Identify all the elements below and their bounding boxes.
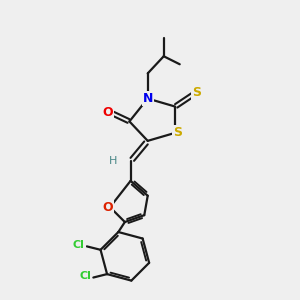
Text: S: S — [192, 86, 201, 99]
Text: S: S — [173, 126, 182, 140]
Text: N: N — [142, 92, 153, 105]
Text: Cl: Cl — [80, 272, 91, 281]
Text: O: O — [102, 106, 113, 119]
Text: H: H — [109, 156, 118, 167]
Text: O: O — [102, 201, 113, 214]
Text: Cl: Cl — [73, 240, 85, 250]
